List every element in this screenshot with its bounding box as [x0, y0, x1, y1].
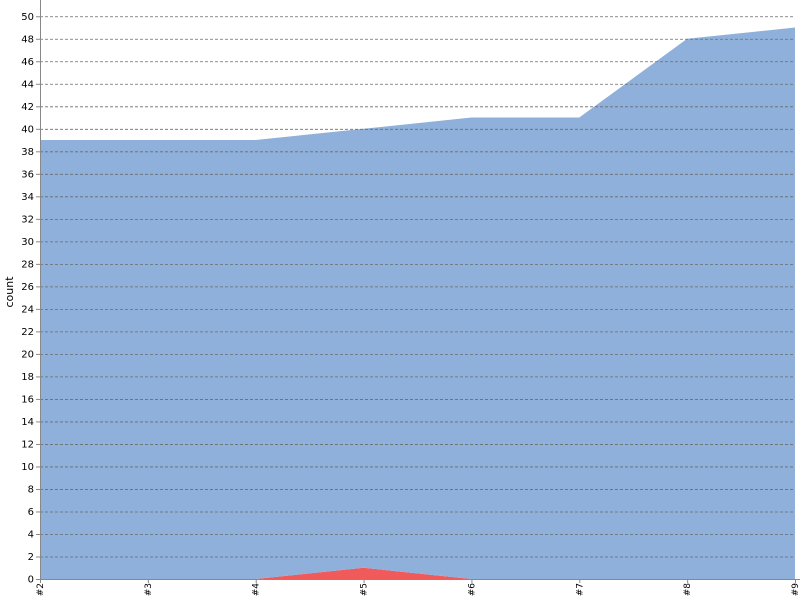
y-tick-label: 50 — [21, 12, 34, 23]
x-tick-label: #4 — [252, 583, 262, 597]
y-tick-label: 18 — [21, 372, 34, 383]
y-tick-label: 28 — [21, 259, 34, 270]
y-tick-label: 4 — [28, 529, 34, 540]
y-tick-label: 22 — [21, 327, 34, 338]
y-tick-label: 6 — [28, 507, 34, 518]
y-tick-label: 10 — [21, 462, 34, 473]
x-tick-label: #9 — [791, 583, 800, 597]
y-tick-label: 26 — [21, 282, 34, 293]
x-tick-label: #2 — [36, 583, 46, 596]
y-tick-label: 34 — [21, 192, 34, 203]
y-tick-label: 16 — [21, 394, 34, 405]
y-tick-label: 40 — [21, 124, 34, 135]
axes — [40, 0, 800, 580]
y-tick-label: 12 — [21, 439, 34, 450]
y-tick-label: 42 — [21, 102, 34, 113]
y-tick-label: 20 — [21, 349, 34, 360]
y-tick-label: 46 — [21, 57, 34, 68]
y-tick-label: 14 — [21, 417, 34, 428]
y-tick-label: 48 — [21, 34, 34, 45]
y-tick-label: 0 — [28, 575, 34, 586]
y-tick-label: 36 — [21, 169, 34, 180]
x-tick-label: #8 — [683, 583, 693, 597]
grid — [40, 16, 795, 558]
y-ticks: 0246810121416182022242628303234363840424… — [21, 12, 40, 586]
y-tick-label: 24 — [21, 304, 34, 315]
x-tick-label: #6 — [467, 583, 477, 597]
y-tick-label: 30 — [21, 237, 34, 248]
area-series-2 — [40, 27, 795, 579]
y-tick-label: 2 — [28, 552, 34, 563]
x-tick-label: #3 — [144, 583, 154, 596]
y-tick-label: 8 — [28, 484, 34, 495]
x-tick-label: #7 — [575, 583, 585, 596]
y-tick-label: 32 — [21, 214, 34, 225]
x-ticks: #2 #3 #4 #5 #6 #7 #8 #9 — [36, 579, 800, 596]
areas — [40, 27, 795, 579]
y-axis-label: count — [3, 276, 16, 308]
x-tick-label: #5 — [360, 583, 370, 596]
y-tick-label: 38 — [21, 147, 34, 158]
y-tick-label: 44 — [21, 79, 34, 90]
